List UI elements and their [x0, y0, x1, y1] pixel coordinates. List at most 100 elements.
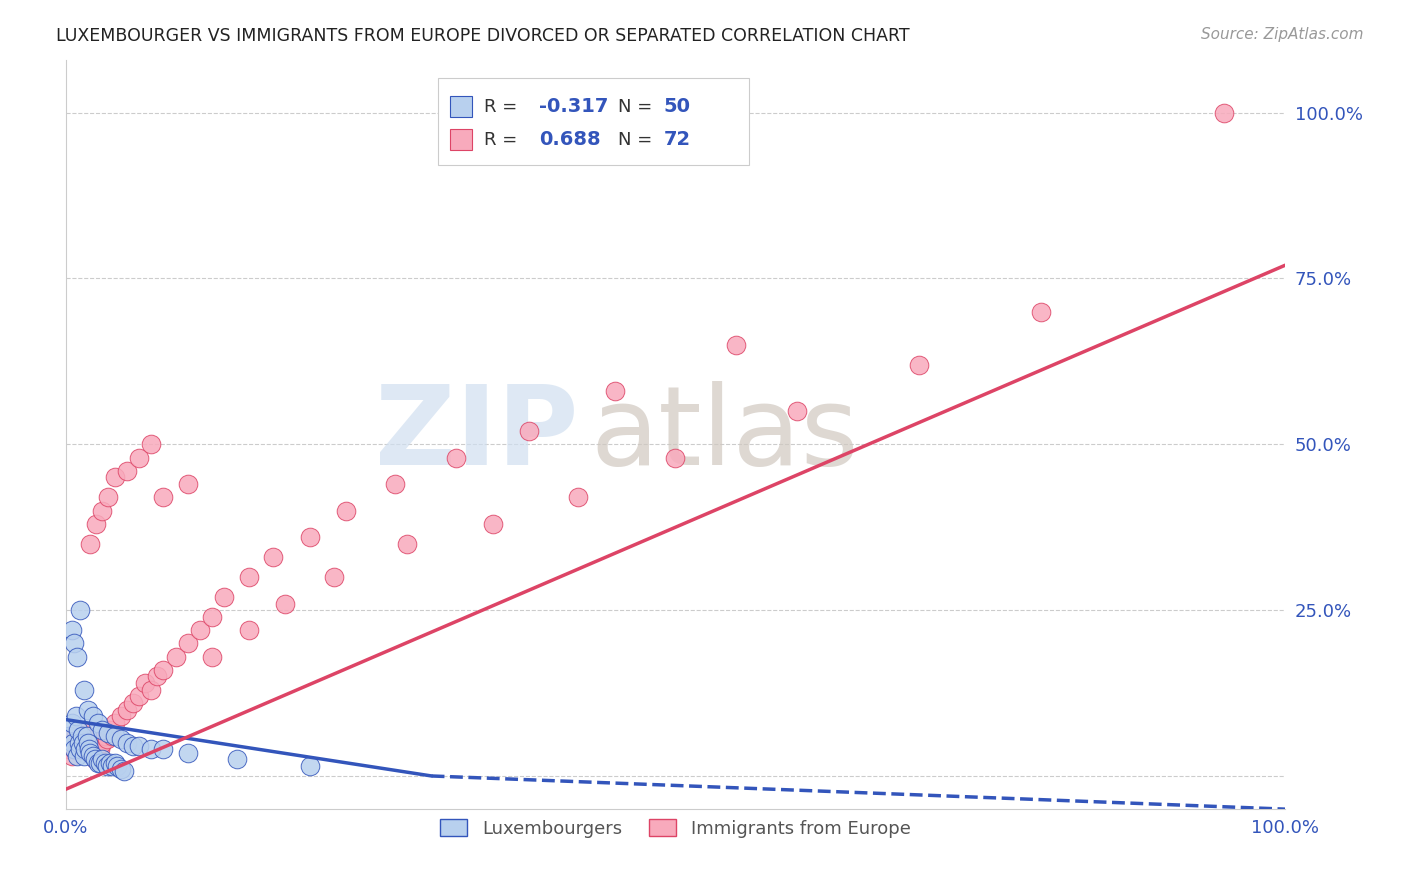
- Point: [238, 570, 260, 584]
- Point: [73, 682, 96, 697]
- Point: [66, 723, 89, 737]
- Text: Source: ZipAtlas.com: Source: ZipAtlas.com: [1201, 27, 1364, 42]
- Point: [84, 752, 107, 766]
- Point: [86, 756, 108, 770]
- Point: [94, 729, 117, 743]
- Point: [66, 742, 89, 756]
- Point: [152, 742, 174, 756]
- Point: [84, 516, 107, 531]
- Point: [141, 682, 163, 697]
- Point: [89, 742, 111, 756]
- Point: [103, 715, 125, 730]
- Point: [201, 609, 224, 624]
- Point: [122, 696, 145, 710]
- Point: [65, 709, 87, 723]
- Point: [396, 537, 419, 551]
- FancyBboxPatch shape: [437, 78, 748, 164]
- Point: [67, 729, 90, 743]
- Point: [76, 736, 98, 750]
- Point: [91, 736, 114, 750]
- Point: [725, 338, 748, 352]
- Point: [63, 742, 86, 756]
- Text: atlas: atlas: [591, 381, 859, 488]
- Point: [1213, 105, 1236, 120]
- Point: [86, 746, 108, 760]
- Point: [60, 623, 83, 637]
- Point: [177, 477, 200, 491]
- Point: [201, 649, 224, 664]
- Point: [89, 756, 111, 770]
- Text: 50: 50: [664, 97, 690, 116]
- Point: [66, 736, 89, 750]
- Point: [101, 759, 124, 773]
- Point: [786, 404, 808, 418]
- Point: [77, 742, 100, 756]
- Point: [97, 491, 120, 505]
- Point: [115, 464, 138, 478]
- Point: [76, 729, 98, 743]
- Point: [1031, 304, 1053, 318]
- Point: [73, 749, 96, 764]
- Point: [177, 636, 200, 650]
- Point: [141, 742, 163, 756]
- Point: [98, 756, 121, 770]
- Point: [91, 752, 114, 766]
- Point: [69, 742, 91, 756]
- Point: [103, 470, 125, 484]
- Point: [91, 503, 114, 517]
- Point: [66, 649, 89, 664]
- FancyBboxPatch shape: [450, 129, 472, 150]
- Point: [122, 739, 145, 753]
- Point: [86, 715, 108, 730]
- Text: 0.688: 0.688: [538, 130, 600, 149]
- Point: [908, 358, 931, 372]
- Point: [59, 729, 82, 743]
- Point: [82, 749, 104, 764]
- Point: [70, 723, 93, 737]
- Point: [146, 669, 169, 683]
- Point: [76, 729, 98, 743]
- Point: [567, 491, 589, 505]
- Point: [62, 736, 84, 750]
- Point: [94, 756, 117, 770]
- Point: [79, 746, 101, 760]
- Point: [105, 759, 128, 773]
- Point: [115, 736, 138, 750]
- Point: [110, 709, 132, 723]
- Point: [298, 530, 321, 544]
- Point: [58, 729, 80, 743]
- Point: [225, 752, 247, 766]
- Point: [91, 723, 114, 737]
- Point: [444, 450, 467, 465]
- Text: R =: R =: [484, 131, 523, 149]
- Point: [69, 603, 91, 617]
- Point: [128, 450, 150, 465]
- Point: [128, 739, 150, 753]
- Point: [72, 736, 94, 750]
- Point: [323, 570, 346, 584]
- Point: [115, 703, 138, 717]
- Point: [603, 384, 626, 399]
- Text: -0.317: -0.317: [538, 97, 609, 116]
- Point: [188, 623, 211, 637]
- Point: [72, 729, 94, 743]
- Point: [60, 749, 83, 764]
- Point: [112, 764, 135, 778]
- Text: ZIP: ZIP: [374, 381, 578, 488]
- Point: [103, 756, 125, 770]
- Point: [274, 597, 297, 611]
- Point: [77, 742, 100, 756]
- Point: [79, 746, 101, 760]
- Point: [73, 736, 96, 750]
- Point: [75, 742, 97, 756]
- Point: [101, 729, 124, 743]
- Point: [110, 762, 132, 776]
- Point: [165, 649, 187, 664]
- FancyBboxPatch shape: [450, 96, 472, 118]
- Text: 72: 72: [664, 130, 690, 149]
- Point: [63, 742, 86, 756]
- Point: [63, 636, 86, 650]
- Point: [517, 424, 540, 438]
- Point: [152, 663, 174, 677]
- Point: [76, 703, 98, 717]
